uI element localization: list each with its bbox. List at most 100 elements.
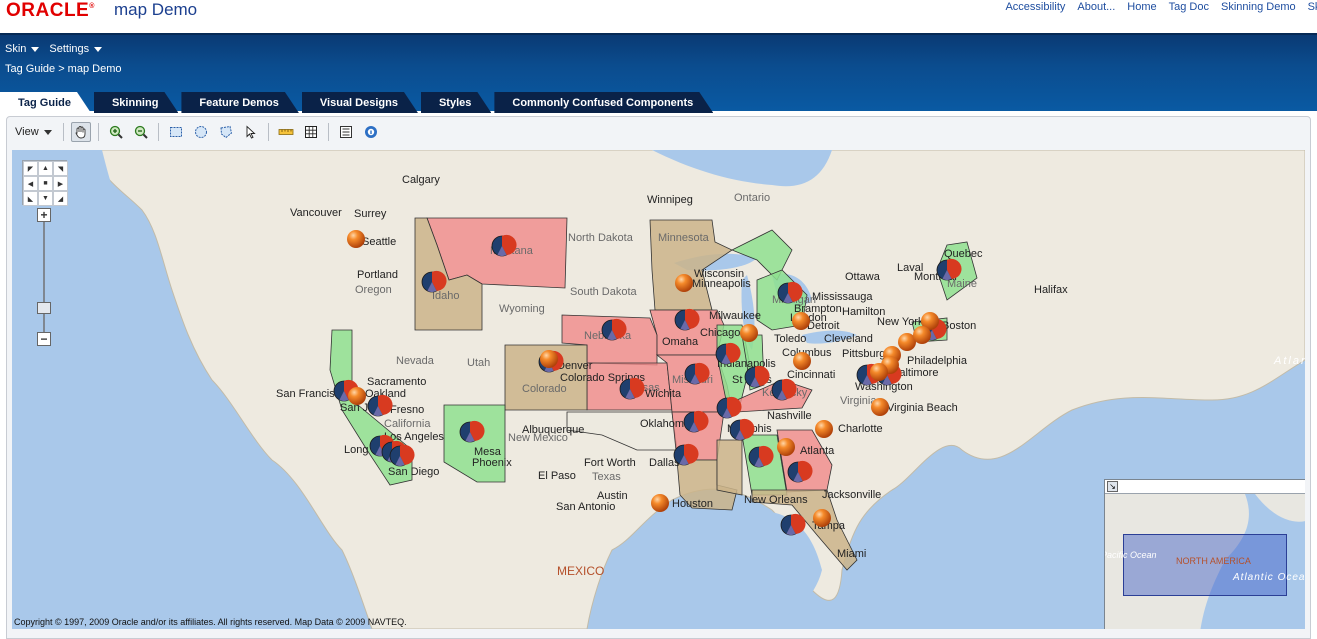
zoom-track[interactable] [43,222,45,334]
pie-slice [793,472,803,483]
pie-chart-marker[interactable] [673,443,699,466]
pie-chart-marker[interactable] [729,418,755,441]
point-marker[interactable] [777,438,795,456]
pan-northwest-button[interactable]: ◤ [23,161,38,176]
pie-slice [722,408,732,419]
point-marker[interactable] [871,398,889,416]
pan-west-button[interactable]: ◀ [23,176,38,191]
pan-center-button[interactable]: ■ [38,176,53,191]
point-marker[interactable] [347,230,365,248]
zoom-in-icon[interactable]: + [37,208,51,222]
pie-slice [470,420,485,441]
toolbar-divider [97,123,99,141]
state-mississippi [716,439,743,496]
point-marker[interactable] [675,274,693,292]
pie-chart-marker[interactable] [367,394,393,417]
pie-chart-marker[interactable] [771,378,797,401]
pie-chart-marker[interactable] [715,342,741,365]
legend-button[interactable] [336,122,356,142]
tab-styles[interactable]: Styles [421,92,491,113]
link-skin[interactable]: Skin [1307,1,1317,13]
pan-south-button[interactable]: ▼ [38,191,53,206]
ruler-icon [278,129,294,135]
link-about[interactable]: About... [1077,1,1116,13]
link-tag-doc[interactable]: Tag Doc [1168,1,1209,13]
zoom-out-icon [134,125,148,139]
pan-north-button[interactable]: ▲ [38,161,53,176]
tab-commonly-confused-components[interactable]: Commonly Confused Components [494,92,713,113]
pie-slice [465,432,475,442]
pie-chart-marker[interactable] [619,377,645,400]
pie-slice [759,445,774,466]
pie-slice [740,418,755,439]
zoom-out-icon[interactable]: − [37,332,51,346]
pie-chart-marker[interactable] [936,258,962,281]
point-marker[interactable] [815,420,833,438]
point-marker[interactable] [870,363,888,381]
pie-chart-marker[interactable] [744,365,770,388]
point-marker[interactable] [651,494,669,512]
polygon-select-button[interactable] [216,122,236,142]
view-menu[interactable]: View [15,126,52,138]
point-marker[interactable] [913,326,931,344]
settings-menu[interactable]: Settings [49,43,103,55]
pie-chart-marker[interactable] [601,318,627,341]
rectangle-select-button[interactable] [166,122,186,142]
pointer-select-button[interactable] [241,122,261,142]
skin-menu[interactable]: Skin [5,43,40,55]
link-skinning-demo[interactable]: Skinning Demo [1221,1,1296,13]
point-marker[interactable] [793,352,811,370]
circle-select-button[interactable] [191,122,211,142]
legend-icon [339,126,352,138]
pie-slice [395,456,405,466]
info-button[interactable] [361,122,381,142]
point-marker[interactable] [740,324,758,342]
chevron-down-icon [43,129,52,135]
pan-east-button[interactable]: ▶ [53,176,68,191]
distance-tool-button[interactable] [276,122,296,142]
info-icon [364,126,377,138]
pie-chart-marker[interactable] [459,420,485,443]
marker-layer [333,230,962,536]
overview-map[interactable]: ↘ NORTH AMERICA Atlantic Ocean Pacific O… [1104,479,1305,629]
map-canvas[interactable]: Calgary Winnipeg Ontario Vancouver Surre… [12,150,1305,629]
pie-chart-marker[interactable] [491,234,517,257]
point-marker[interactable] [348,387,366,405]
pan-tool-button[interactable] [70,122,91,142]
zoom-in-button[interactable] [106,122,126,142]
pie-chart-marker[interactable] [683,410,709,433]
pie-chart-marker[interactable] [777,281,803,304]
area-tool-button[interactable] [301,122,321,142]
overview-toggle-icon[interactable]: ↘ [1107,481,1118,492]
point-marker[interactable] [540,350,558,368]
pie-chart-marker[interactable] [421,270,447,293]
pie-chart-marker[interactable] [748,445,774,468]
pan-northeast-button[interactable]: ◥ [53,161,68,176]
pie-slice [947,258,962,279]
link-home[interactable]: Home [1127,1,1157,13]
zoom-thumb[interactable] [37,302,51,314]
point-marker[interactable] [921,312,939,330]
pie-chart-marker[interactable] [389,444,415,467]
point-marker[interactable] [792,312,810,330]
overview-viewport[interactable] [1123,534,1287,596]
point-marker[interactable] [813,509,831,527]
link-accessibility[interactable]: Accessibility [1005,1,1066,13]
lake-erie [802,330,857,344]
pie-chart-marker[interactable] [716,396,742,419]
tab-visual-designs[interactable]: Visual Designs [302,92,418,113]
toolbar-divider [327,123,329,141]
tab-skinning[interactable]: Skinning [94,92,178,113]
tab-tag-guide[interactable]: Tag Guide [0,92,91,113]
pie-chart-marker[interactable] [674,308,700,331]
pan-southeast-button[interactable]: ◢ [53,191,68,206]
pie-chart-marker[interactable] [684,362,710,385]
point-marker[interactable] [898,333,916,351]
pie-chart-marker[interactable] [787,460,813,483]
pan-southwest-button[interactable]: ◣ [23,191,38,206]
tab-feature-demos[interactable]: Feature Demos [181,92,298,113]
pie-slice [685,308,700,329]
zoom-out-button[interactable] [131,122,151,142]
tab-bar: Tag Guide Skinning Feature Demos Visual … [0,92,716,113]
pie-chart-marker[interactable] [780,513,806,536]
